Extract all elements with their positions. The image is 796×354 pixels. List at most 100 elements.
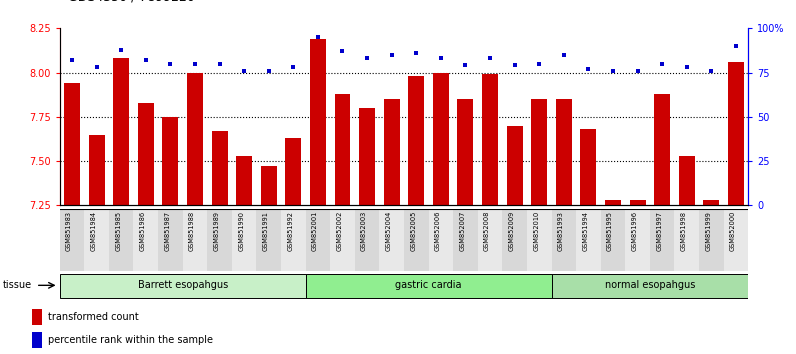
Bar — [699, 209, 724, 271]
Text: GSM852008: GSM852008 — [484, 211, 490, 251]
Text: GSM851983: GSM851983 — [66, 211, 72, 251]
Bar — [527, 209, 552, 271]
Bar — [380, 209, 404, 271]
Bar — [626, 209, 650, 271]
Bar — [60, 274, 306, 298]
Text: percentile rank within the sample: percentile rank within the sample — [48, 335, 213, 345]
Bar — [88, 135, 104, 205]
Bar — [32, 332, 42, 348]
Bar — [158, 209, 182, 271]
Bar — [187, 73, 203, 205]
Bar — [556, 99, 572, 205]
Bar — [330, 209, 355, 271]
Point — [263, 68, 275, 74]
Text: GSM852005: GSM852005 — [410, 211, 416, 251]
Bar — [428, 209, 453, 271]
Point — [631, 68, 644, 74]
Text: GSM852007: GSM852007 — [459, 211, 466, 251]
Bar — [261, 166, 277, 205]
Point — [410, 50, 423, 56]
Bar — [236, 156, 252, 205]
Bar — [453, 209, 478, 271]
Point — [435, 56, 447, 61]
Bar — [724, 209, 748, 271]
Point — [90, 64, 103, 70]
Bar — [285, 138, 302, 205]
Point — [484, 56, 497, 61]
Point — [115, 47, 127, 52]
Point — [705, 68, 718, 74]
Text: GSM851996: GSM851996 — [631, 211, 638, 251]
Bar — [138, 103, 154, 205]
Text: GSM851986: GSM851986 — [140, 211, 146, 251]
Bar — [306, 274, 552, 298]
Bar — [458, 99, 474, 205]
Bar — [650, 209, 674, 271]
Bar — [704, 200, 720, 205]
Bar — [552, 209, 576, 271]
Point — [533, 61, 545, 67]
Bar — [310, 39, 326, 205]
Bar — [674, 209, 699, 271]
Bar — [334, 94, 350, 205]
Text: GSM851999: GSM851999 — [705, 211, 712, 251]
Bar — [552, 274, 748, 298]
Point — [213, 61, 226, 67]
Point — [287, 64, 299, 70]
Text: GSM851993: GSM851993 — [558, 211, 564, 251]
Point — [681, 64, 693, 70]
Bar — [630, 200, 646, 205]
Point — [361, 56, 373, 61]
Text: GSM852002: GSM852002 — [337, 211, 342, 251]
Text: GSM851992: GSM851992 — [287, 211, 293, 251]
Bar — [404, 209, 428, 271]
Text: GSM851997: GSM851997 — [656, 211, 662, 251]
Bar — [60, 209, 84, 271]
Text: GSM852010: GSM852010 — [533, 211, 539, 251]
Point — [139, 57, 152, 63]
Point — [509, 63, 521, 68]
Text: GSM851984: GSM851984 — [91, 211, 96, 251]
Bar — [109, 209, 134, 271]
Point — [459, 63, 472, 68]
Bar — [601, 209, 626, 271]
Text: transformed count: transformed count — [48, 312, 139, 322]
Point — [607, 68, 619, 74]
Point — [730, 43, 743, 49]
Text: GSM852009: GSM852009 — [509, 211, 515, 251]
Point — [311, 34, 324, 40]
Text: normal esopahgus: normal esopahgus — [605, 280, 695, 290]
Text: GSM852004: GSM852004 — [386, 211, 392, 251]
Bar — [679, 156, 695, 205]
Text: GDS4350 / 7899220: GDS4350 / 7899220 — [68, 0, 194, 4]
Bar — [576, 209, 601, 271]
Bar — [232, 209, 256, 271]
Point — [164, 61, 177, 67]
Bar — [478, 209, 502, 271]
Bar — [355, 209, 380, 271]
Bar — [506, 126, 523, 205]
Bar — [502, 209, 527, 271]
Bar — [580, 129, 596, 205]
Text: GSM851987: GSM851987 — [164, 211, 170, 251]
Bar — [728, 62, 744, 205]
Bar — [482, 74, 498, 205]
Bar — [207, 209, 232, 271]
Bar — [256, 209, 281, 271]
Bar — [531, 99, 547, 205]
Text: GSM852001: GSM852001 — [312, 211, 318, 251]
Text: GSM851988: GSM851988 — [189, 211, 195, 251]
Bar — [433, 73, 449, 205]
Point — [189, 61, 201, 67]
Text: GSM851990: GSM851990 — [238, 211, 244, 251]
Bar — [306, 209, 330, 271]
Text: Barrett esopahgus: Barrett esopahgus — [138, 280, 228, 290]
Text: GSM852000: GSM852000 — [730, 211, 736, 251]
Bar — [182, 209, 207, 271]
Bar — [654, 94, 670, 205]
Text: tissue: tissue — [3, 280, 32, 290]
Text: GSM852003: GSM852003 — [361, 211, 367, 251]
Bar — [605, 200, 621, 205]
Text: GSM851998: GSM851998 — [681, 211, 687, 251]
Point — [656, 61, 669, 67]
